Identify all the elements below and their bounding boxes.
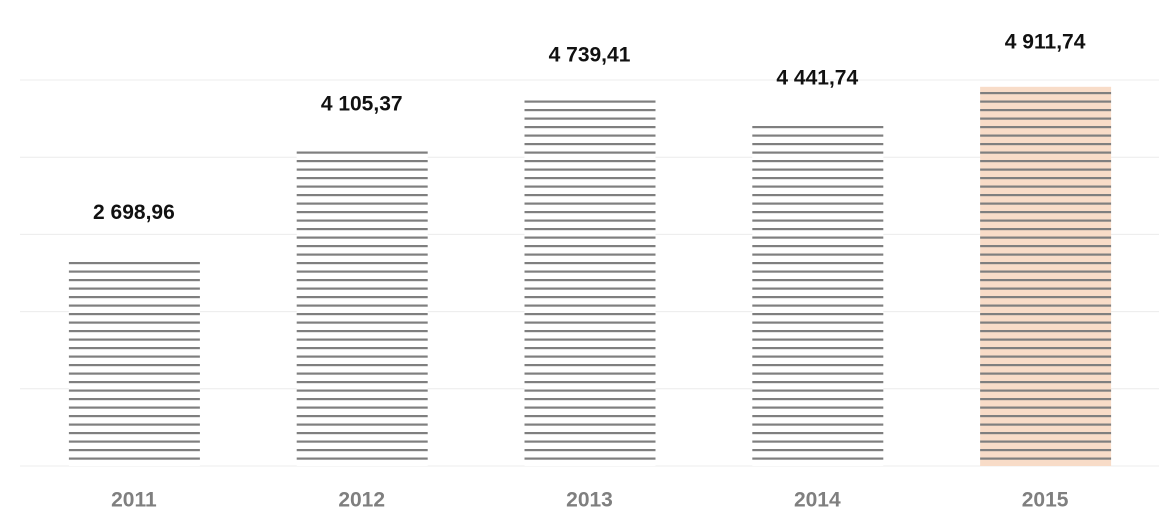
x-tick-label: 2015 [1022, 489, 1069, 512]
value-label: 2 698,96 [93, 201, 175, 224]
bar [752, 123, 884, 467]
bar [68, 257, 200, 466]
x-tick-label: 2012 [338, 489, 385, 512]
bar [524, 100, 656, 466]
value-label: 4 911,74 [1005, 30, 1086, 53]
bar [980, 86, 1112, 467]
value-label: 4 739,41 [549, 44, 631, 67]
x-tick-label: 2013 [566, 489, 613, 512]
value-label: 4 441,74 [776, 67, 858, 90]
x-tick-label: 2011 [111, 489, 157, 512]
x-tick-label: 2014 [794, 489, 841, 512]
bar [296, 149, 428, 466]
value-label: 4 105,37 [321, 93, 403, 116]
